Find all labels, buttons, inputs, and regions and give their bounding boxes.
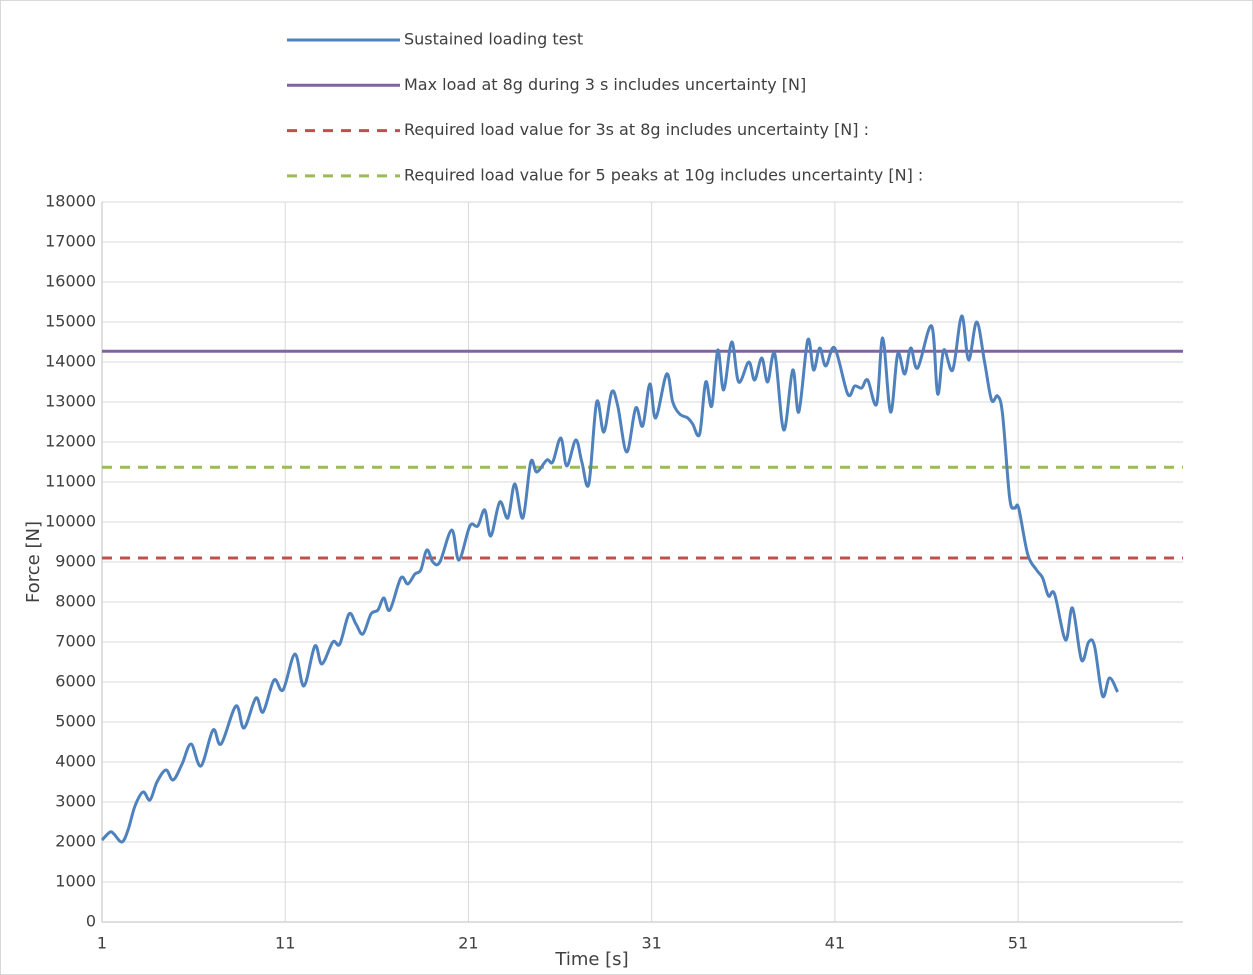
y-tick-label: 11000: [45, 472, 96, 491]
y-tick-label: 0: [86, 912, 96, 931]
x-tick-label: 1: [97, 934, 107, 953]
x-tick-label: 41: [825, 934, 845, 953]
y-tick-label: 6000: [55, 672, 96, 691]
y-axis-title: Force [N]: [23, 521, 44, 603]
y-tick-label: 15000: [45, 312, 96, 331]
x-tick-label: 11: [275, 934, 295, 953]
x-tick-label: 31: [641, 934, 661, 953]
y-tick-label: 9000: [55, 552, 96, 571]
x-axis-title: Time [s]: [554, 949, 628, 970]
y-tick-label: 18000: [45, 192, 96, 211]
y-tick-label: 7000: [55, 632, 96, 651]
y-tick-label: 13000: [45, 392, 96, 411]
x-tick-label: 21: [458, 934, 478, 953]
legend-label: Sustained loading test: [404, 30, 583, 49]
y-tick-label: 8000: [55, 592, 96, 611]
y-tick-label: 12000: [45, 432, 96, 451]
y-tick-label: 1000: [55, 872, 96, 891]
legend-label: Required load value for 5 peaks at 10g i…: [404, 165, 923, 184]
y-tick-label: 3000: [55, 792, 96, 811]
series-line: [100, 314, 1119, 844]
x-tick-label: 51: [1008, 934, 1028, 953]
y-tick-label: 5000: [55, 712, 96, 731]
y-tick-label: 14000: [45, 352, 96, 371]
y-tick-label: 10000: [45, 512, 96, 531]
legend-label: Required load value for 3s at 8g include…: [404, 120, 869, 139]
y-tick-label: 16000: [45, 272, 96, 291]
y-tick-label: 2000: [55, 832, 96, 851]
y-tick-label: 17000: [45, 232, 96, 251]
legend-label: Max load at 8g during 3 s includes uncer…: [404, 75, 806, 94]
y-tick-label: 4000: [55, 752, 96, 771]
